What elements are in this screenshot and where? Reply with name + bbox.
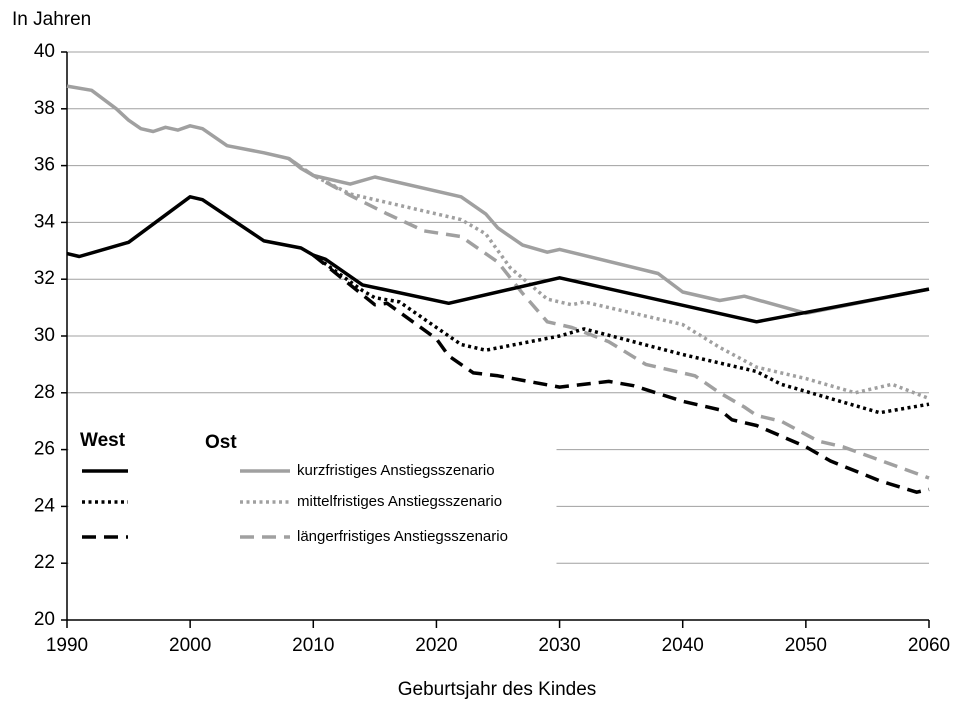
x-tick-label: 1990	[46, 635, 88, 656]
legend-group-title: Ost	[205, 432, 237, 453]
legend-label: längerfristiges Anstiegsszenario	[297, 528, 508, 545]
legend-label: mittelfristiges Anstiegsszenario	[297, 493, 502, 510]
series-line	[66, 195, 930, 324]
series-line	[287, 157, 930, 480]
y-tick-label: 40	[34, 41, 55, 62]
x-tick-label: 2060	[908, 635, 950, 656]
y-tick-label: 28	[34, 382, 55, 403]
x-tick-label: 2010	[292, 635, 334, 656]
x-axis-label: Geburtsjahr des Kindes	[398, 679, 597, 700]
y-tick-label: 38	[34, 98, 55, 119]
y-tick-label: 34	[34, 211, 56, 232]
x-tick-label: 2030	[538, 635, 580, 656]
y-tick-label: 22	[34, 552, 55, 573]
y-tick-label: 20	[34, 609, 55, 630]
y-tick-label: 32	[34, 268, 55, 289]
y-unit-label: In Jahren	[12, 9, 91, 30]
y-tick-label: 30	[34, 325, 55, 346]
x-tick-label: 2000	[169, 635, 211, 656]
legend-background	[68, 420, 557, 619]
x-tick-label: 2050	[785, 635, 827, 656]
y-tick-label: 36	[34, 155, 55, 176]
x-tick-label: 2040	[662, 635, 704, 656]
legend-group-title: West	[80, 430, 126, 451]
y-tick-label: 26	[34, 439, 55, 460]
series-line	[287, 157, 930, 401]
series-line	[312, 253, 930, 415]
y-tick-label: 24	[34, 495, 56, 516]
legend-label: kurzfristiges Anstiegsszenario	[297, 462, 495, 479]
x-tick-label: 2020	[415, 635, 457, 656]
series-line	[312, 253, 930, 494]
